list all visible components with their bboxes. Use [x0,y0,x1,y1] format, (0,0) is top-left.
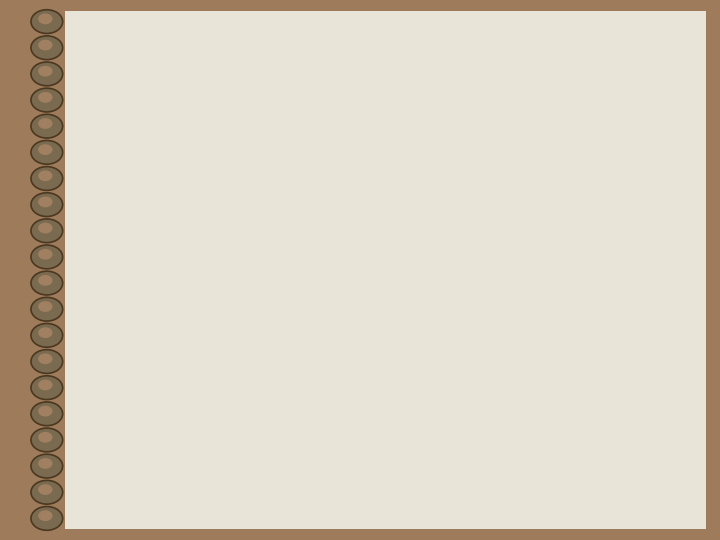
Text: Combine two of the 3
v @ ½ amp cells in
Series: Combine two of the 3 v @ ½ amp cells in … [427,153,621,221]
Text: 1.5 v  @  ¼ amp: 1.5 v @ ¼ amp [107,430,328,454]
Text: Answer:: Answer: [85,113,199,140]
Text: 6 volts with at least a ¼ amp: 6 volts with at least a ¼ amp [104,42,673,79]
Text: 3 v  @  ½ amp: 3 v @ ½ amp [431,430,626,454]
